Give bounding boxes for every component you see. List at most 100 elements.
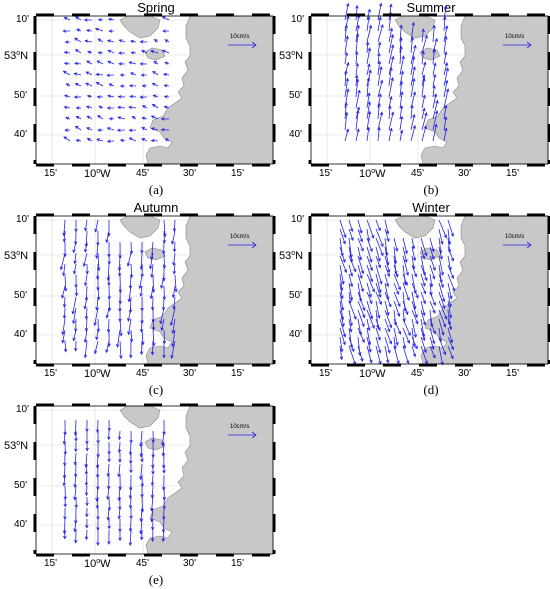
arrow-head <box>96 328 101 333</box>
arrow-head <box>377 314 381 319</box>
arrow-head <box>84 316 89 320</box>
arrow-head <box>140 250 144 254</box>
vector-arrow <box>85 318 88 331</box>
arrow-head <box>116 344 120 348</box>
vector-arrow <box>393 345 400 364</box>
scale-label: 10cm/s <box>505 34 525 40</box>
arrow-head <box>61 339 65 344</box>
vector-arrow <box>357 291 366 311</box>
vector-arrow <box>130 496 132 509</box>
vector-arrow <box>74 452 77 465</box>
vector-arrow <box>432 85 435 98</box>
y-tick-label: 53oN <box>279 250 304 262</box>
frame-tick <box>308 16 312 34</box>
vector-arrow <box>366 336 371 352</box>
arrow-head <box>442 323 447 328</box>
arrow-head <box>129 469 133 474</box>
vector-arrow <box>402 318 411 336</box>
arrow-head <box>117 116 122 120</box>
frame-tick <box>216 553 234 557</box>
y-tick-label: 50' <box>289 90 303 101</box>
arrow-head <box>406 340 410 344</box>
arrow-head <box>127 317 131 322</box>
arrow-head <box>162 239 167 244</box>
vector-arrow <box>60 252 66 270</box>
vector-arrow <box>432 124 437 142</box>
arrow-head <box>421 255 426 260</box>
vector-arrow <box>432 74 436 87</box>
arrow-head <box>139 95 144 99</box>
vector-arrow <box>377 112 383 131</box>
vector-arrow <box>140 430 143 447</box>
arrow-head <box>73 484 77 488</box>
frame-tick <box>547 160 550 164</box>
vector-arrow <box>355 78 359 98</box>
arrow-head <box>422 107 426 112</box>
vector-arrow <box>357 345 363 362</box>
x-tick-label: 15' <box>506 368 520 379</box>
arrow-head <box>106 106 111 110</box>
vector-arrow <box>411 327 415 347</box>
arrow-head <box>142 105 146 109</box>
vector-arrow <box>173 252 176 266</box>
vector-arrow <box>366 273 375 292</box>
vector-arrow <box>73 329 77 341</box>
map-panel-annual: (e) 15' 10oW 45' 30' 15' 10' 53oN 50' 40' 10cm/s <box>0 390 276 589</box>
vector-arrow <box>388 34 394 54</box>
arrow-head <box>83 354 88 359</box>
x-tick-label: 15' <box>319 368 333 379</box>
vector-arrow <box>447 318 452 330</box>
vector-arrow <box>447 300 452 318</box>
vector-arrow <box>75 125 82 131</box>
arrow-head <box>128 61 133 65</box>
arrow-head <box>85 270 89 275</box>
vector-arrow <box>63 263 66 276</box>
vector-arrow <box>399 81 403 98</box>
arrow-head <box>404 250 408 255</box>
arrow-head <box>404 259 408 264</box>
arrow-head <box>354 74 359 79</box>
vector-arrow <box>366 282 372 297</box>
vector-arrow <box>84 274 88 286</box>
arrow-head <box>399 45 403 50</box>
arrow-head <box>424 277 428 282</box>
arrow-head <box>342 259 346 263</box>
frame-tick <box>36 13 54 17</box>
arrow-head <box>394 270 398 275</box>
arrow-head <box>151 82 156 86</box>
frame-tick <box>33 52 37 70</box>
vector-arrow <box>141 127 148 131</box>
arrow-head <box>128 528 133 532</box>
vector-arrow <box>64 340 67 352</box>
frame-tick <box>383 163 401 167</box>
vector-arrow <box>152 82 159 87</box>
arrow-head <box>441 331 445 336</box>
vector-arrow <box>172 329 176 347</box>
arrow-head <box>353 268 357 273</box>
arrow-head <box>150 494 155 499</box>
vector-arrow <box>375 318 381 331</box>
arrow-head <box>399 36 403 41</box>
vector-arrow <box>375 300 380 319</box>
arrow-head <box>74 504 78 509</box>
vector-arrow <box>393 336 396 349</box>
frame-tick <box>72 213 90 217</box>
arrow-head <box>413 273 418 278</box>
arrow-head <box>448 326 453 331</box>
arrow-head <box>450 346 454 351</box>
arrow-head <box>432 48 437 52</box>
vector-arrow <box>366 77 370 98</box>
vector-arrow <box>85 82 93 87</box>
arrow-head <box>128 84 133 88</box>
arrow-head <box>349 328 353 333</box>
arrow-head <box>367 92 371 97</box>
vector-arrow <box>377 61 381 76</box>
frame-tick <box>272 88 276 106</box>
arrow-head <box>162 29 166 33</box>
arrow-head <box>412 353 417 358</box>
arrow-head <box>86 60 90 64</box>
arrow-head <box>389 27 393 32</box>
arrow-head <box>62 272 66 277</box>
arrow-head <box>160 117 165 121</box>
arrow-head <box>393 321 398 326</box>
